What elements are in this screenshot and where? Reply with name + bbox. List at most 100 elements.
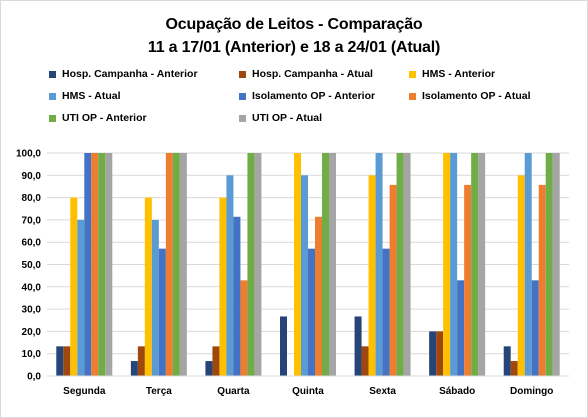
bar <box>361 346 369 376</box>
bar <box>247 153 255 376</box>
bar <box>98 153 106 376</box>
x-tick-label: Terça <box>146 386 172 397</box>
bar <box>240 280 248 376</box>
bar <box>105 153 113 376</box>
legend-swatch <box>49 92 56 100</box>
bar <box>294 153 301 376</box>
bar <box>545 153 553 376</box>
x-tick-label: Quarta <box>217 386 250 397</box>
bar <box>436 331 444 376</box>
y-tick-label: 60,0 <box>22 238 42 249</box>
x-tick-label: Domingo <box>510 386 553 397</box>
bar <box>158 248 166 376</box>
bar <box>478 153 486 376</box>
bar <box>308 248 315 376</box>
bar <box>280 316 287 376</box>
bar <box>443 153 451 376</box>
y-tick-label: 40,0 <box>22 282 42 293</box>
x-tick-label: Sábado <box>439 386 475 397</box>
bar <box>389 184 397 376</box>
bar <box>233 216 241 376</box>
bar <box>63 346 71 376</box>
bar <box>219 197 227 376</box>
legend-item: Isolamento OP - Atual <box>409 89 531 103</box>
bar <box>144 197 152 376</box>
bar <box>457 280 465 376</box>
bar <box>429 331 437 376</box>
legend-item: Hosp. Campanha - Anterior <box>49 67 198 81</box>
legend-swatch <box>239 114 246 122</box>
legend-swatch <box>409 92 416 100</box>
legend-label: Isolamento OP - Anterior <box>252 90 376 102</box>
bar <box>471 153 479 376</box>
bar <box>226 175 234 376</box>
y-tick-label: 10,0 <box>22 349 42 360</box>
legend-swatch <box>49 114 56 122</box>
bar <box>56 346 64 376</box>
y-tick-label: 20,0 <box>22 327 42 338</box>
bar <box>179 153 187 376</box>
legend-label: HMS - Atual <box>62 90 121 102</box>
y-tick-label: 90,0 <box>22 171 42 182</box>
y-tick-label: 50,0 <box>22 260 42 271</box>
y-tick-label: 0,0 <box>27 372 41 383</box>
legend-label: UTI OP - Anterior <box>62 112 147 124</box>
bar <box>382 248 390 376</box>
chart-title: Ocupação de Leitos - Comparação <box>165 16 423 33</box>
bar <box>517 175 525 376</box>
legend-label: HMS - Anterior <box>422 68 496 80</box>
x-tick-label: Segunda <box>63 386 106 397</box>
chart-subtitle: 11 a 17/01 (Anterior) e 18 a 24/01 (Atua… <box>147 39 441 56</box>
y-tick-label: 100,0 <box>16 149 41 160</box>
bar <box>531 280 539 376</box>
bar <box>254 153 262 376</box>
bar <box>396 153 404 376</box>
bar <box>172 153 180 376</box>
bar <box>552 153 560 376</box>
y-tick-label: 70,0 <box>22 215 42 226</box>
bar <box>130 361 138 376</box>
bar <box>315 216 322 376</box>
bar <box>70 197 78 376</box>
bar <box>524 153 532 376</box>
y-tick-label: 80,0 <box>22 193 42 204</box>
legend-label: UTI OP - Atual <box>252 112 323 124</box>
bar <box>403 153 411 376</box>
legend-item: HMS - Atual <box>49 89 121 103</box>
bar <box>322 153 329 376</box>
bar <box>503 346 511 376</box>
bar <box>450 153 458 376</box>
legend-swatch <box>409 70 416 78</box>
bar <box>205 361 213 376</box>
legend-label: Isolamento OP - Atual <box>422 90 531 102</box>
bar <box>137 346 145 376</box>
bar <box>165 153 173 376</box>
legend-item: Isolamento OP - Anterior <box>239 89 375 103</box>
y-tick-label: 30,0 <box>22 305 42 316</box>
chart-legend: Hosp. Campanha - Anterior Hosp. Campanha … <box>1 1 587 141</box>
legend-item: HMS - Anterior <box>409 67 495 81</box>
legend-label: Hosp. Campanha - Atual <box>252 68 373 80</box>
legend-item: UTI OP - Anterior <box>49 111 147 125</box>
bar <box>464 184 472 376</box>
legend-label: Hosp. Campanha - Anterior <box>62 68 198 80</box>
legend-item: Hosp. Campanha - Atual <box>239 67 373 81</box>
bar <box>368 175 376 376</box>
bar <box>212 346 220 376</box>
legend-swatch <box>49 70 56 78</box>
legend-item: UTI OP - Atual <box>239 111 322 125</box>
bar <box>91 153 99 376</box>
bar <box>84 153 92 376</box>
bar <box>375 153 383 376</box>
bar <box>354 316 362 376</box>
bar <box>510 361 518 376</box>
bar <box>538 184 546 376</box>
bar <box>301 175 308 376</box>
bar <box>151 219 159 376</box>
bar <box>77 219 85 376</box>
x-tick-label: Sexta <box>369 386 396 397</box>
legend-swatch <box>239 70 246 78</box>
legend-swatch <box>239 92 246 100</box>
